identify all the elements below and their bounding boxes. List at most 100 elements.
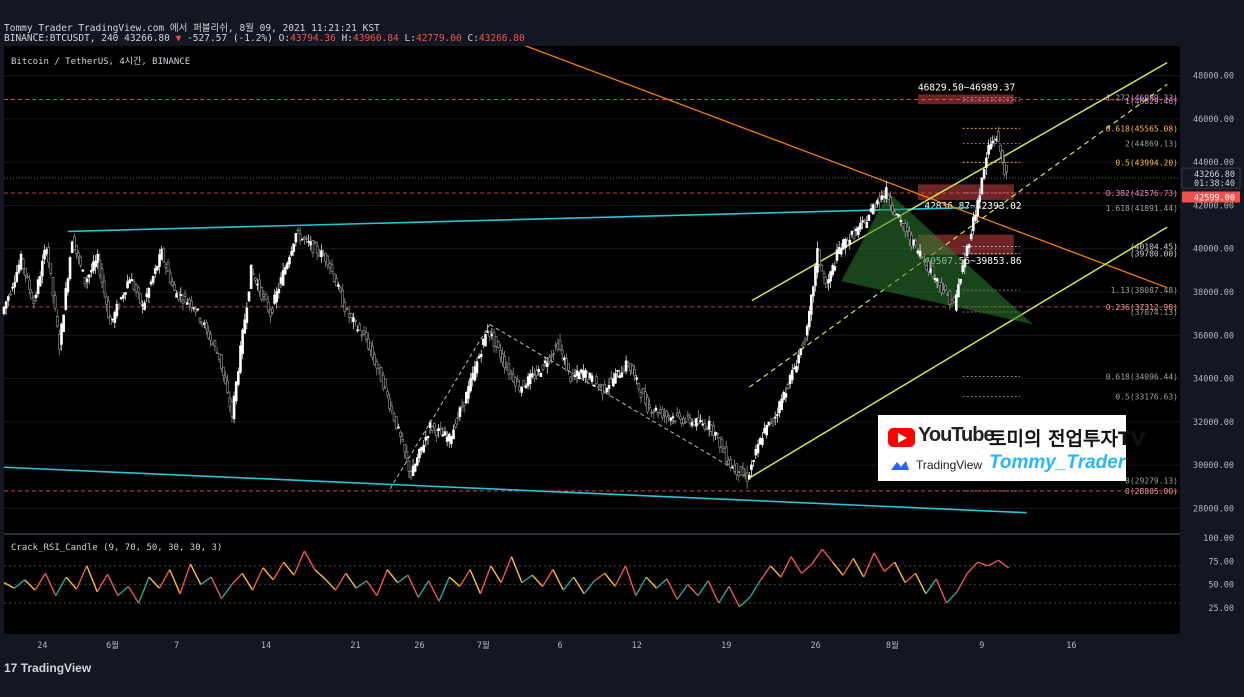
- footer: [0, 655, 1244, 697]
- candle-body: [188, 298, 191, 304]
- candle-body: [955, 294, 958, 311]
- rsi-segment: [656, 578, 668, 589]
- candle-body: [925, 265, 928, 270]
- candle-body: [505, 367, 509, 370]
- trendline-cyan: [3, 466, 1027, 514]
- rsi-tick-label: 50.00: [1208, 581, 1234, 591]
- candle-body: [601, 384, 604, 395]
- rsi-segment: [148, 576, 160, 589]
- candle-body: [563, 357, 566, 361]
- rsi-segment: [438, 576, 451, 602]
- rsi-segment: [3, 582, 15, 589]
- candle-body: [569, 376, 572, 382]
- candle-body: [467, 386, 470, 399]
- candle-body: [650, 412, 653, 414]
- rsi-segment: [624, 565, 637, 596]
- candle-body: [343, 302, 347, 313]
- candle-body: [863, 219, 866, 222]
- candle-body: [594, 376, 598, 384]
- candle-body: [731, 466, 734, 469]
- time-axis[interactable]: [4, 634, 1180, 655]
- candle-body: [83, 277, 87, 284]
- candle-body: [684, 421, 688, 423]
- candle-body: [629, 363, 632, 371]
- rsi-segment: [966, 561, 979, 574]
- candle-body: [102, 280, 106, 293]
- candle-body: [665, 410, 668, 418]
- candle-body: [710, 424, 713, 432]
- candle-body: [906, 227, 909, 232]
- candle-body: [735, 463, 739, 475]
- candle-body: [716, 433, 719, 435]
- candle-body: [558, 340, 562, 350]
- candle-body: [207, 331, 210, 339]
- candle-body: [356, 329, 359, 332]
- candle-body: [226, 380, 229, 393]
- candle-body: [978, 195, 982, 202]
- candle-body: [469, 378, 472, 392]
- candle-body: [756, 444, 760, 454]
- candle-body: [929, 268, 933, 273]
- rsi-segment: [459, 569, 471, 587]
- candle-body: [718, 437, 722, 449]
- time-tick-label: 7: [174, 641, 179, 651]
- candle-body: [560, 349, 564, 355]
- candle-body: [239, 345, 242, 373]
- candle-body: [961, 264, 964, 272]
- candle-body: [164, 264, 168, 268]
- candle-body: [852, 230, 856, 239]
- candle-body: [646, 396, 649, 413]
- price-axis[interactable]: [1180, 46, 1244, 655]
- candle-body: [465, 391, 468, 404]
- candle-body: [305, 237, 308, 240]
- time-tick-label: 21: [350, 641, 360, 651]
- candle-body: [839, 248, 843, 255]
- rsi-segment: [687, 584, 699, 597]
- candle-body: [509, 371, 513, 375]
- footer-logo[interactable]: 17 TradingView: [4, 661, 91, 675]
- candle-body: [982, 169, 986, 179]
- candle-body: [454, 423, 457, 428]
- candle-body: [985, 157, 988, 168]
- candle-body: [309, 241, 313, 246]
- candle-body: [837, 247, 841, 254]
- candle-body: [200, 321, 204, 325]
- candle-body: [437, 428, 440, 432]
- candle-body: [948, 290, 952, 305]
- candle-body: [575, 370, 579, 377]
- candle-body: [41, 260, 44, 277]
- price-tick-label: 40000.00: [1193, 245, 1234, 255]
- candle-body: [100, 268, 104, 283]
- candle-body: [433, 423, 436, 429]
- rsi-segment: [417, 580, 430, 598]
- rsi-segment: [769, 565, 782, 578]
- candle-body: [822, 272, 826, 278]
- rsi-segment: [811, 548, 823, 565]
- candle-body: [243, 319, 247, 334]
- rsi-segment: [977, 561, 989, 567]
- rsi-segment: [832, 561, 844, 576]
- rsi-segment: [324, 578, 336, 591]
- candle-body: [266, 301, 270, 312]
- price-tick-label: 48000.00: [1193, 72, 1234, 82]
- price-change: -527.57 (-1.2%): [187, 33, 273, 44]
- candle-body: [637, 383, 641, 390]
- candle-body: [501, 353, 504, 363]
- candle-body: [682, 417, 685, 424]
- candle-body: [673, 420, 677, 423]
- candle-body: [997, 131, 1000, 142]
- high-label: H:: [341, 33, 354, 44]
- candle-body: [215, 352, 219, 354]
- candle-body: [354, 320, 357, 322]
- candle-body: [296, 229, 300, 232]
- candle-body: [141, 304, 144, 307]
- candle-body: [160, 248, 163, 260]
- candle-body: [516, 379, 519, 383]
- candle-body: [34, 294, 38, 299]
- chart-canvas[interactable]: 46829.50~46989.37 42836.87~42393.02 40507.…: [0, 46, 1244, 655]
- candle-body: [379, 367, 383, 383]
- rsi-segment: [500, 556, 513, 583]
- candle-body: [332, 273, 336, 282]
- candle-body: [494, 336, 498, 347]
- candle-body: [230, 401, 234, 417]
